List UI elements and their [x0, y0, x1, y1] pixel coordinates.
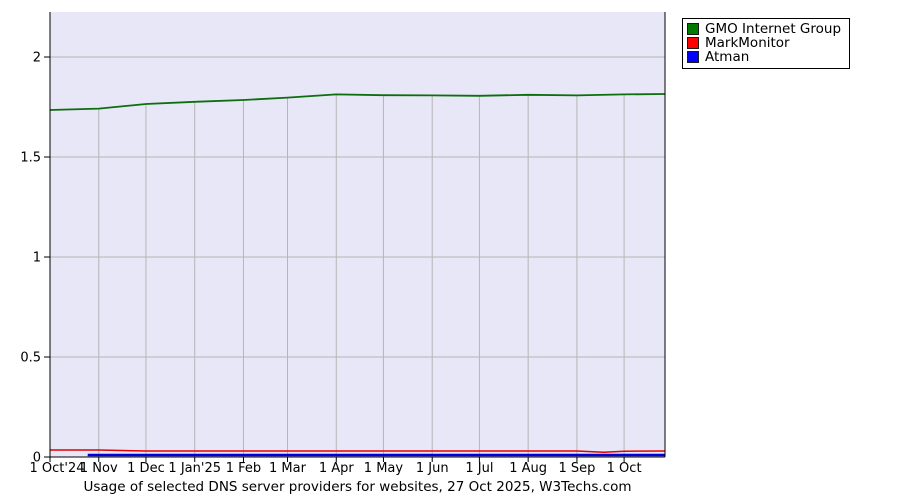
x-tick-label: 1 Oct	[607, 461, 642, 476]
x-tick-label: 1 Dec	[127, 461, 165, 476]
legend-swatch-markmonitor	[687, 37, 699, 49]
x-tick-label: 1 Mar	[269, 461, 307, 476]
y-tick-label: 1	[33, 251, 41, 266]
x-tick-label: 1 Nov	[80, 461, 118, 476]
legend-label: GMO Internet Group	[705, 21, 842, 37]
x-tick-label: 1 Oct'24	[30, 461, 85, 476]
series-line-gmo-internet-group	[49, 93, 666, 111]
legend-item: GMO Internet Group	[687, 22, 841, 36]
legend-swatch-atman	[687, 51, 699, 63]
x-tick-label: 1 Feb	[226, 461, 261, 476]
y-tick-label: 0.5	[20, 351, 41, 366]
y-tick-label: 0	[33, 451, 41, 466]
legend-swatch-gmo-internet-group	[687, 23, 699, 35]
plot-area	[50, 12, 665, 457]
x-tick-label: 1 Jan'25	[168, 461, 221, 476]
legend: GMO Internet Group MarkMonitor Atman	[682, 18, 851, 69]
legend-item: MarkMonitor	[687, 36, 841, 50]
y-tick-label: 2	[33, 51, 41, 66]
x-tick-label: 1 Jul	[465, 461, 493, 476]
y-tick-label: 1.5	[20, 151, 41, 166]
x-tick-label: 1 May	[364, 461, 404, 476]
legend-item: Atman	[687, 50, 841, 64]
legend-label: MarkMonitor	[705, 35, 790, 51]
x-tick-label: 1 Apr	[319, 461, 355, 476]
legend-label: Atman	[705, 49, 750, 65]
chart-caption: Usage of selected DNS server providers f…	[83, 479, 632, 495]
x-tick-label: 1 Jun	[416, 461, 449, 476]
x-tick-label: 1 Aug	[509, 461, 547, 476]
x-tick-label: 1 Sep	[558, 461, 595, 476]
series-line-markmonitor	[50, 449, 666, 453]
